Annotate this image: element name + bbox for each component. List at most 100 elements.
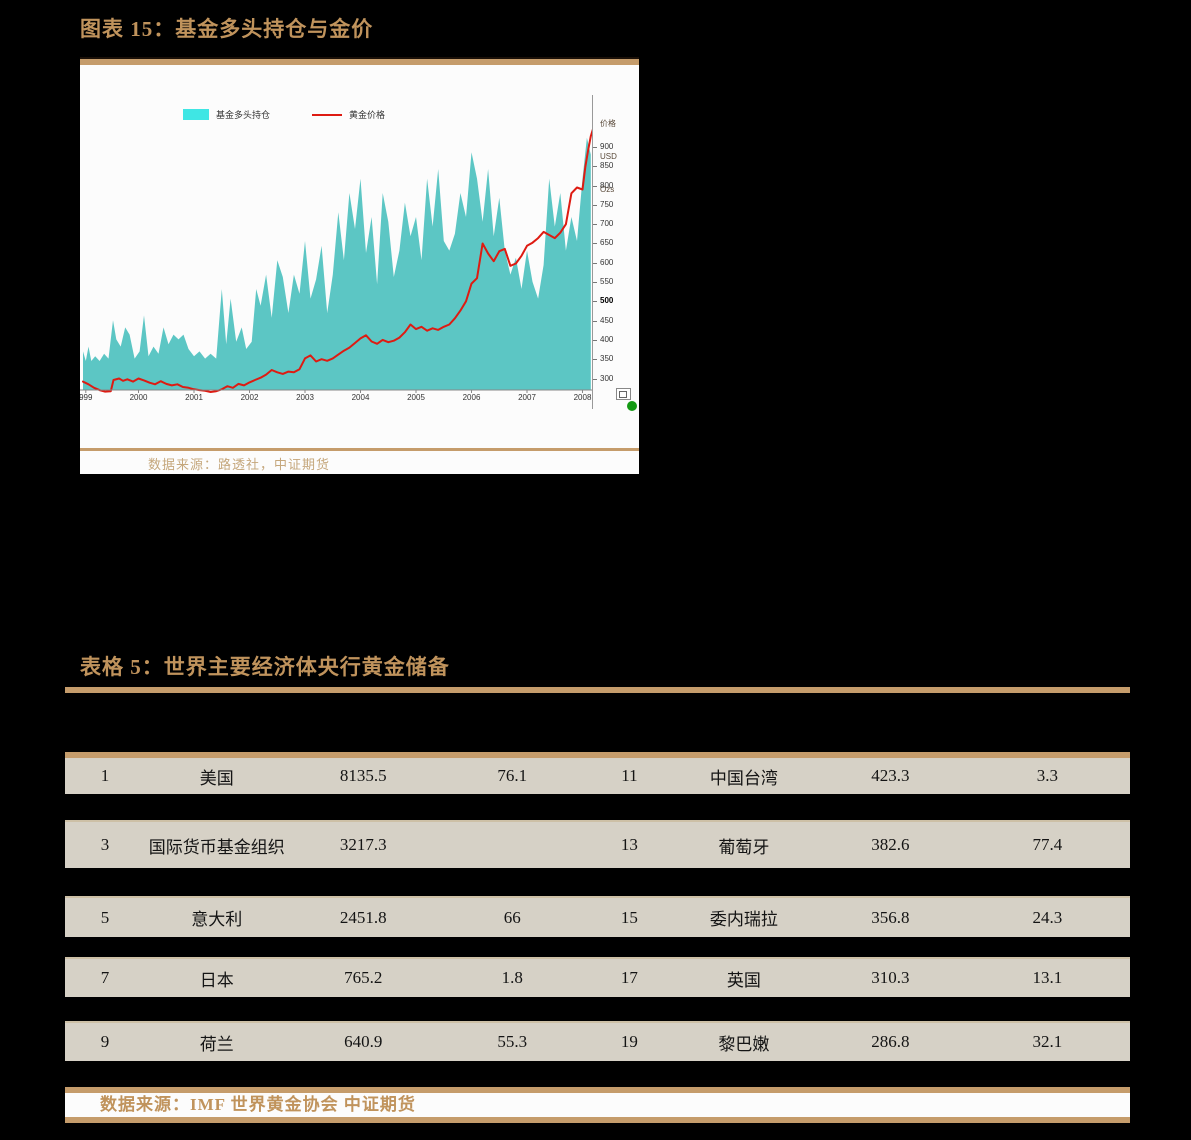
x-tick-label: 2002	[240, 393, 259, 402]
y-tick-label: 850	[600, 161, 614, 171]
y-tick-mark	[593, 359, 597, 361]
table-cell: 7	[100, 968, 110, 987]
x-tick-label: 2003	[296, 393, 314, 402]
table-cell: 3217.3	[339, 835, 387, 854]
legend-line-label: 黄金价格	[349, 110, 386, 120]
y-tick-label: 900	[600, 142, 614, 152]
y-tick-label: 450	[600, 315, 614, 325]
table-cell: 310.3	[871, 968, 910, 987]
table-source: 数据来源：IMF 世界黄金协会 中证期货	[100, 1095, 416, 1114]
table-title: 表格 5：世界主要经济体央行黄金储备	[80, 655, 450, 679]
y-tick-label: 500	[600, 296, 614, 306]
y-tick-mark	[593, 339, 597, 341]
table-cell: 1.8	[501, 968, 523, 987]
x-tick-label: 2007	[518, 393, 536, 402]
gold-price-line-series	[82, 128, 592, 393]
y-axis-unit-line2: USD	[600, 152, 617, 161]
y-axis-right: 价格 USD Ozs 300 350 400 450 500 550 600 650 700 75…	[592, 95, 639, 409]
table-cell: 9	[100, 1032, 110, 1051]
table-cell: 黎巴嫩	[718, 1034, 770, 1054]
chart-plot-area	[80, 128, 592, 393]
table-title-underline	[65, 687, 1130, 693]
legend-area-label: 基金多头持仓	[216, 110, 271, 120]
y-tick-label: 650	[600, 238, 614, 248]
table-cell: 美国	[199, 768, 234, 788]
y-tick-label: 750	[600, 199, 614, 209]
table-cell: 15	[620, 907, 638, 927]
table-cell: 382.6	[871, 835, 910, 854]
table-cell: 32.1	[1032, 1032, 1063, 1051]
x-tick-label: 999	[80, 393, 93, 402]
y-tick-mark	[593, 243, 597, 245]
y-tick-label: 400	[600, 334, 614, 344]
y-tick-label: 700	[600, 219, 614, 229]
chart-legend: 基金多头持仓 黄金价格	[183, 108, 385, 121]
table-cell: 中国台湾	[709, 768, 778, 788]
table-cell: 日本	[199, 970, 234, 990]
figure-top-dark-rule	[80, 57, 639, 59]
table-cell: 24.3	[1032, 907, 1063, 927]
x-axis-ticks: 999 2000 2001 2002 2003 2004 2005 2006 2007 2008	[80, 393, 592, 405]
y-tick-mark	[593, 166, 597, 168]
table-cell: 11	[621, 766, 638, 785]
y-tick-mark	[593, 320, 597, 322]
table-cell: 286.8	[871, 1032, 910, 1051]
table-cell: 66	[503, 907, 521, 927]
y-tick-label: 300	[600, 373, 614, 383]
legend-line-swatch-icon	[312, 113, 343, 116]
green-status-dot-icon	[627, 401, 637, 411]
table-cell: 荷兰	[199, 1034, 234, 1054]
x-axis-line	[80, 389, 592, 393]
y-tick-mark	[593, 262, 597, 264]
x-tick-label: 2006	[462, 393, 481, 402]
fund-long-position-area-series	[83, 137, 591, 390]
table-cell: 8135.5	[339, 766, 387, 785]
table-cell: 17	[620, 968, 638, 987]
table-cell: 委内瑞拉	[709, 910, 778, 929]
table-cell: 13.1	[1032, 968, 1063, 987]
y-tick-label: 800	[600, 180, 614, 190]
y-tick-label: 600	[600, 257, 614, 267]
y-axis-unit-line3: Ozs	[600, 185, 615, 194]
figure-source: 数据来源：路透社，中证期货	[148, 457, 331, 472]
table-cell: 76.1	[497, 766, 528, 785]
table-cell: 2451.8	[339, 907, 387, 927]
table-cell: 3.3	[1036, 766, 1059, 785]
table-cell: 765.2	[344, 968, 383, 987]
table-cell: 55.3	[497, 1032, 528, 1051]
table-cell: 意大利	[191, 910, 243, 929]
table-cell: 5	[100, 907, 110, 927]
y-tick-mark	[593, 147, 597, 149]
table-cell: 1	[100, 766, 110, 785]
table-source-bar: 数据来源：IMF 世界黄金协会 中证期货	[65, 1087, 1130, 1123]
x-tick-label: 2001	[185, 393, 203, 402]
x-tick-label: 2000	[129, 393, 148, 402]
table-cell: 葡萄牙	[718, 837, 770, 857]
x-tick-label: 2004	[351, 393, 370, 402]
y-axis-unit-label: 价格 USD Ozs	[600, 96, 617, 217]
table-row: 3 国际货币基金组织 3217.3 13 葡萄牙 382.6 77.4	[65, 820, 1130, 868]
y-tick-label: 550	[600, 277, 614, 287]
y-tick-mark	[593, 185, 597, 187]
x-tick-label: 2005	[407, 393, 425, 402]
reuters-mini-chart-icon	[616, 388, 631, 400]
legend-area-swatch-icon	[183, 109, 209, 120]
x-tick-label: 2008	[573, 393, 592, 402]
table-cell: 英国	[726, 970, 761, 990]
table-cell: 19	[620, 1032, 638, 1051]
table-cell: 423.3	[871, 766, 910, 785]
figure-chart-image: 基金多头持仓 黄金价格 价格 USD Ozs 300 350 400 450 500 55…	[80, 57, 639, 474]
table-cell: 640.9	[344, 1032, 383, 1051]
table-row: 1 美国 8135.5 76.1 11 中国台湾 423.3 3.3	[65, 752, 1130, 794]
figure-bottom-tan-rule	[80, 448, 639, 451]
figure-title: 图表 15：基金多头持仓与金价	[80, 17, 374, 41]
y-tick-mark	[593, 282, 597, 284]
figure-top-tan-bar	[80, 59, 639, 65]
y-tick-mark	[593, 301, 597, 303]
y-tick-mark	[593, 378, 597, 380]
table-row: 9 荷兰 640.9 55.3 19 黎巴嫩 286.8 32.1	[65, 1021, 1130, 1061]
y-tick-mark	[593, 204, 597, 206]
y-axis-unit-line1: 价格	[600, 119, 616, 128]
y-tick-mark	[593, 224, 597, 226]
